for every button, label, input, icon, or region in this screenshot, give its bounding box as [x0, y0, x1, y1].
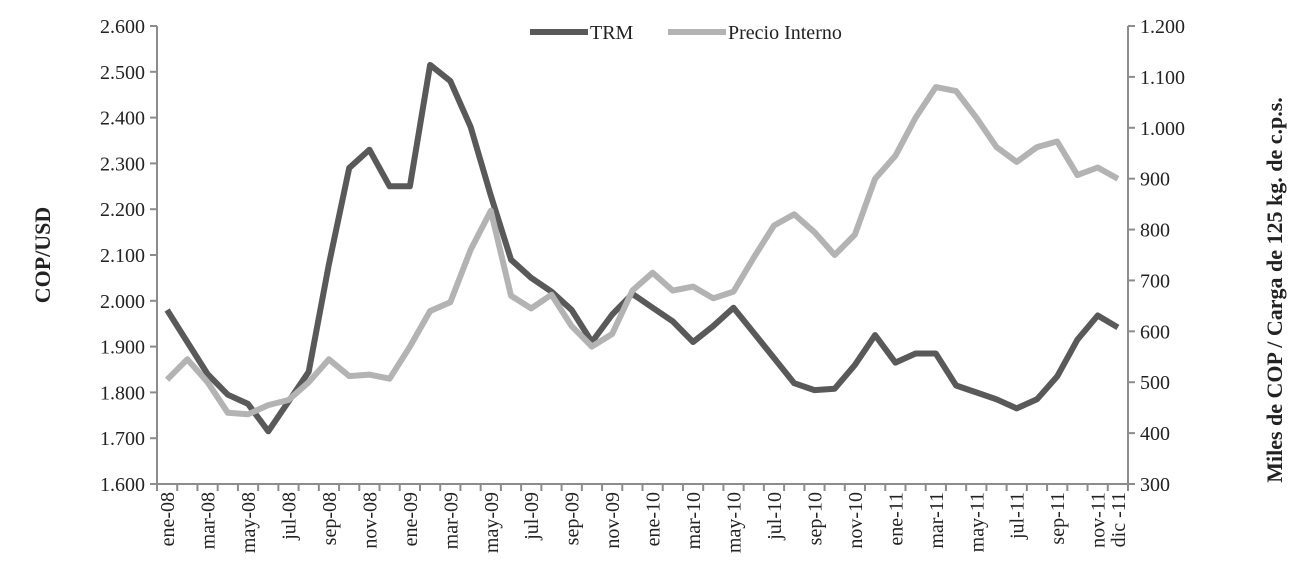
y-axis-title: COP/USD	[30, 207, 55, 304]
x-tick-label: nov-09	[602, 492, 624, 549]
x-tick-label: ene-10	[643, 492, 665, 546]
y-tick-label: 2.300	[100, 153, 145, 175]
x-tick-label: mar-08	[198, 492, 220, 549]
y2-tick-label: 800	[1140, 220, 1170, 242]
x-tick-label: jul-10	[764, 492, 786, 541]
x-tick-label: sep-09	[562, 492, 584, 545]
y2-tick-label: 500	[1140, 372, 1170, 394]
y-tick-label: 2.400	[100, 108, 145, 130]
x-tick-label: mar-11	[926, 492, 948, 549]
y-tick-label: 2.100	[100, 245, 145, 267]
x-tick-label: may-09	[481, 492, 503, 553]
y2-tick-label: 900	[1140, 169, 1170, 191]
x-tick-label: jul-09	[521, 492, 543, 541]
x-tick-label: ene-09	[400, 492, 422, 546]
x-tick-label: may-11	[966, 492, 988, 552]
legend-label: Precio Interno	[728, 22, 842, 44]
y2-tick-label: 600	[1140, 321, 1170, 343]
y-tick-label: 2.000	[100, 291, 145, 313]
x-tick-label: may-10	[724, 492, 746, 553]
y2-tick-label: 300	[1140, 474, 1170, 496]
y2-tick-label: 700	[1140, 270, 1170, 292]
x-tick-label: jul-08	[278, 492, 300, 541]
y-tick-label: 2.500	[100, 62, 145, 84]
y2-tick-label: 1.200	[1140, 16, 1185, 38]
x-tick-label: nov-11	[1088, 492, 1110, 548]
x-tick-label: nov-08	[359, 492, 381, 549]
y-tick-label: 1.800	[100, 382, 145, 404]
x-tick-label: sep-11	[1047, 492, 1069, 545]
y2-tick-label: 1.000	[1140, 118, 1185, 140]
x-tick-label: nov-10	[845, 492, 867, 549]
y2-tick-label: 1.100	[1140, 67, 1185, 89]
y2-axis-title: Miles de COP / Carga de 125 kg. de c.p.s…	[1262, 97, 1287, 483]
y-tick-label: 2.200	[100, 199, 145, 221]
y-tick-label: 1.600	[100, 474, 145, 496]
x-tick-label: sep-08	[319, 492, 341, 545]
y2-tick-label: 400	[1140, 423, 1170, 445]
x-tick-label: ene-08	[157, 492, 179, 546]
y-tick-label: 2.600	[100, 16, 145, 38]
legend-label: TRM	[590, 22, 634, 44]
x-tick-label: mar-10	[683, 492, 705, 549]
series-line	[164, 84, 1120, 418]
x-tick-label: sep-10	[804, 492, 826, 545]
y-tick-label: 1.700	[100, 428, 145, 450]
series-line	[164, 61, 1120, 435]
x-tick-label: ene-11	[885, 492, 907, 546]
x-tick-label: jul-11	[1007, 492, 1029, 540]
x-tick-label: may-08	[238, 492, 260, 553]
x-tick-label: dic -11	[1108, 492, 1130, 547]
y-tick-label: 1.900	[100, 337, 145, 359]
x-tick-label: mar-09	[440, 492, 462, 549]
